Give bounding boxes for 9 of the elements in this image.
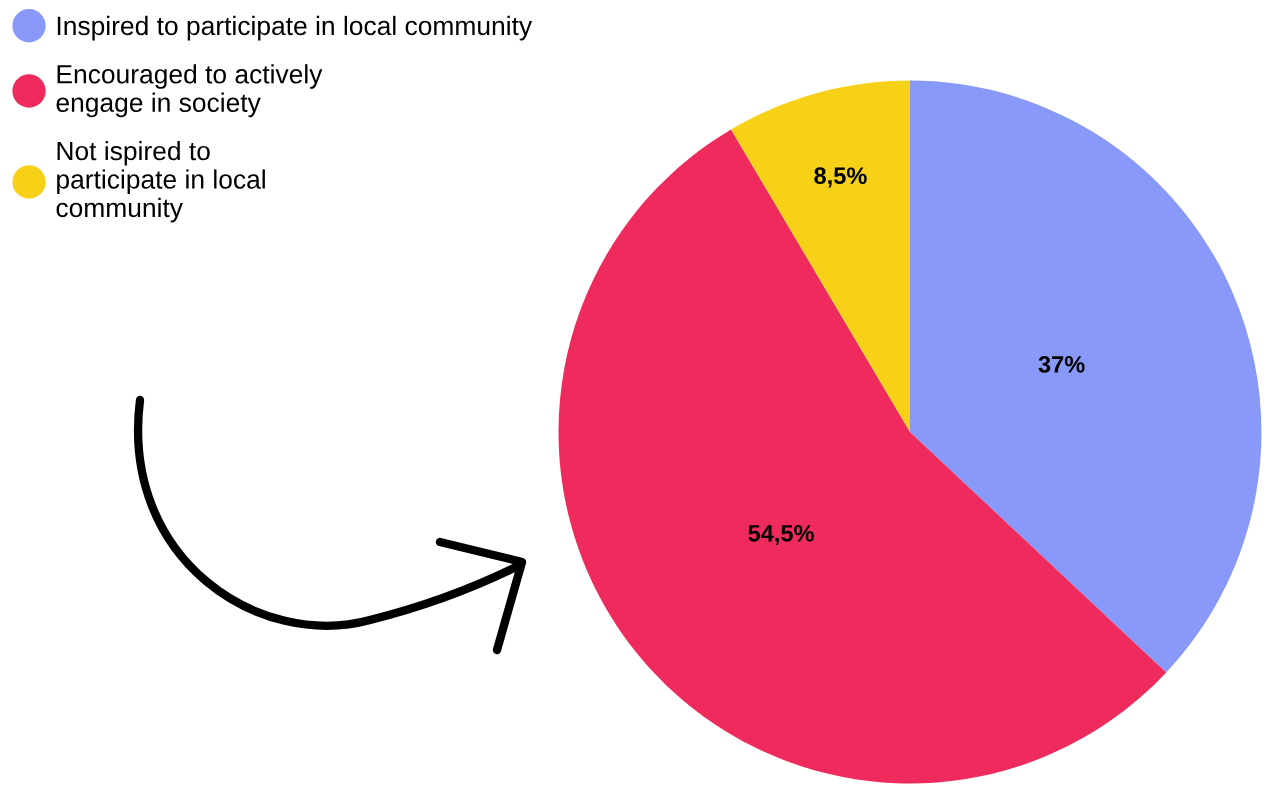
data-label: 8,5% [814,167,867,188]
pie-slice [558,129,1167,784]
legend-label: Not ispired to participate in local community [56,140,265,223]
pie-slice [731,80,910,432]
pie-slice [910,80,1262,673]
data-label: 37% [1038,356,1085,373]
legend-label: Inspired to participate in local community [57,15,533,41]
legend-label: Encouraged to actively engage in society [56,64,323,118]
data-label: 54,5% [748,524,814,546]
